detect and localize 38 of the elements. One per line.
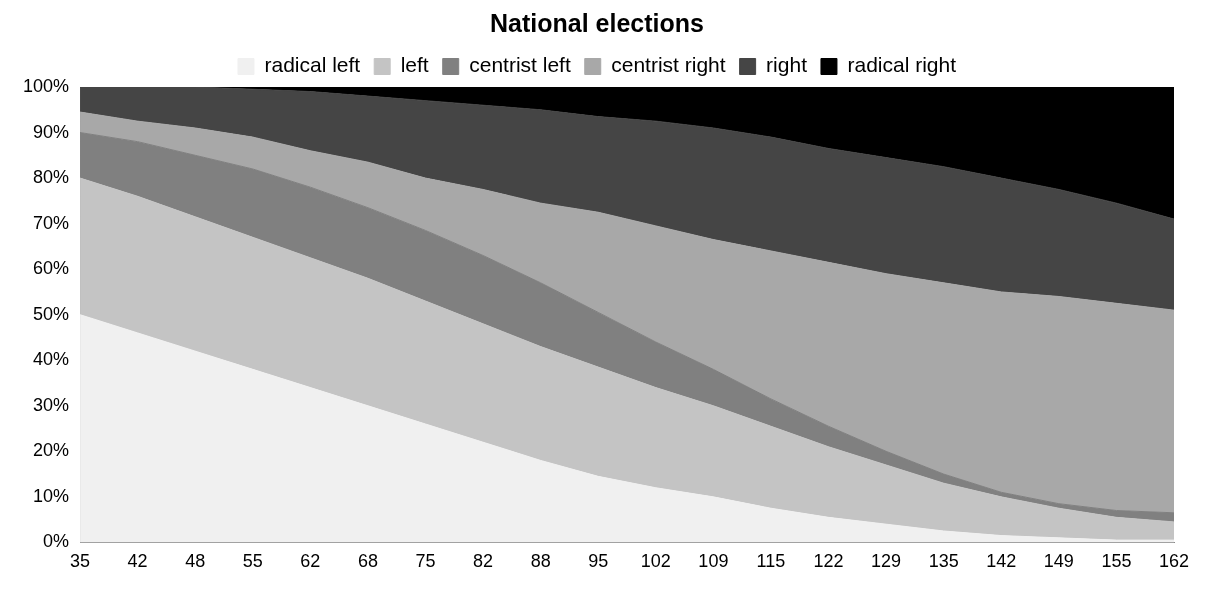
y-tick-label: 0% <box>43 531 70 552</box>
y-tick-label: 10% <box>33 485 70 506</box>
x-tick-label: 109 <box>698 551 729 572</box>
legend-label: centrist left <box>469 53 571 77</box>
x-tick-label: 129 <box>871 551 902 572</box>
y-tick-label: 20% <box>33 440 70 461</box>
x-tick-label: 48 <box>185 551 206 572</box>
x-tick-label: 115 <box>756 551 786 572</box>
x-tick-label: 75 <box>415 551 436 572</box>
x-tick-label: 55 <box>242 551 263 572</box>
x-tick-label: 82 <box>473 551 494 572</box>
legend-label: right <box>766 53 808 77</box>
y-tick-label: 50% <box>33 303 70 324</box>
y-tick-label: 40% <box>33 349 70 370</box>
y-tick-label: 70% <box>33 212 70 233</box>
x-tick-label: 68 <box>357 551 378 572</box>
x-tick-label: 102 <box>640 551 671 572</box>
legend-label: radical left <box>264 53 361 77</box>
x-tick-label: 162 <box>1158 551 1190 572</box>
x-tick-label: 42 <box>127 551 148 572</box>
y-tick-label: 30% <box>33 394 70 415</box>
legend-label: left <box>400 53 429 77</box>
legend-label: radical right <box>847 53 957 77</box>
y-tick-label: 90% <box>33 121 70 142</box>
x-tick-label: 155 <box>1101 551 1132 572</box>
x-tick-label: 149 <box>1043 551 1074 572</box>
legend-label: centrist right <box>611 53 726 77</box>
x-tick-label: 35 <box>70 551 91 572</box>
x-tick-label: 62 <box>300 551 321 572</box>
x-tick-label: 135 <box>928 551 959 572</box>
y-tick-label: 100% <box>22 75 70 96</box>
y-tick-label: 80% <box>33 167 70 188</box>
x-tick-label: 142 <box>986 551 1017 572</box>
chart-title: National elections <box>490 8 704 37</box>
x-tick-label: 95 <box>588 551 609 572</box>
y-tick-label: 60% <box>33 258 70 279</box>
x-tick-label: 122 <box>813 551 844 572</box>
x-tick-label: 88 <box>530 551 551 572</box>
